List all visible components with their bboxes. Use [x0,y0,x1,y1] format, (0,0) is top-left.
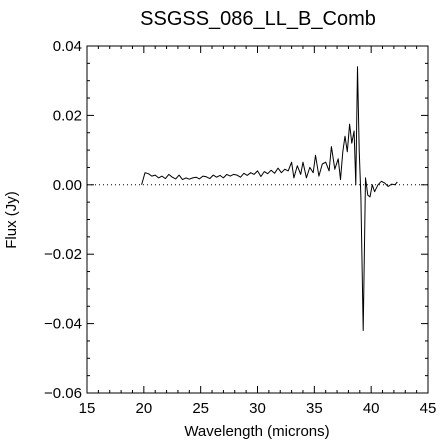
y-tick-label: −0.06 [44,385,82,402]
x-tick-label: 30 [249,400,266,417]
axis-ticks: 15 20 25 30 35 40 45 −0.06 −0.04 −0.02 0.00 0.02 0.0… [44,38,436,417]
x-tick-label: 35 [306,400,323,417]
plot-frame [86,45,429,394]
y-tick-label: −0.04 [44,316,82,333]
series-line [141,66,398,331]
x-tick-label: 20 [135,400,152,417]
chart-title: SSGSS_086_LL_B_Comb [140,8,376,30]
y-tick-label: 0.02 [53,107,82,124]
x-tick-label: 40 [363,400,380,417]
y-tick-label: 0.00 [53,177,82,194]
x-tick-label: 25 [192,400,209,417]
x-axis-label: Wavelength (microns) [184,423,329,440]
y-tick-label: 0.04 [53,38,82,55]
y-tick-label: −0.02 [44,246,82,263]
series-group [141,66,398,331]
x-tick-label: 15 [79,400,96,417]
y-axis-label: Flux (Jy) [3,191,20,249]
x-tick-label: 45 [420,400,437,417]
